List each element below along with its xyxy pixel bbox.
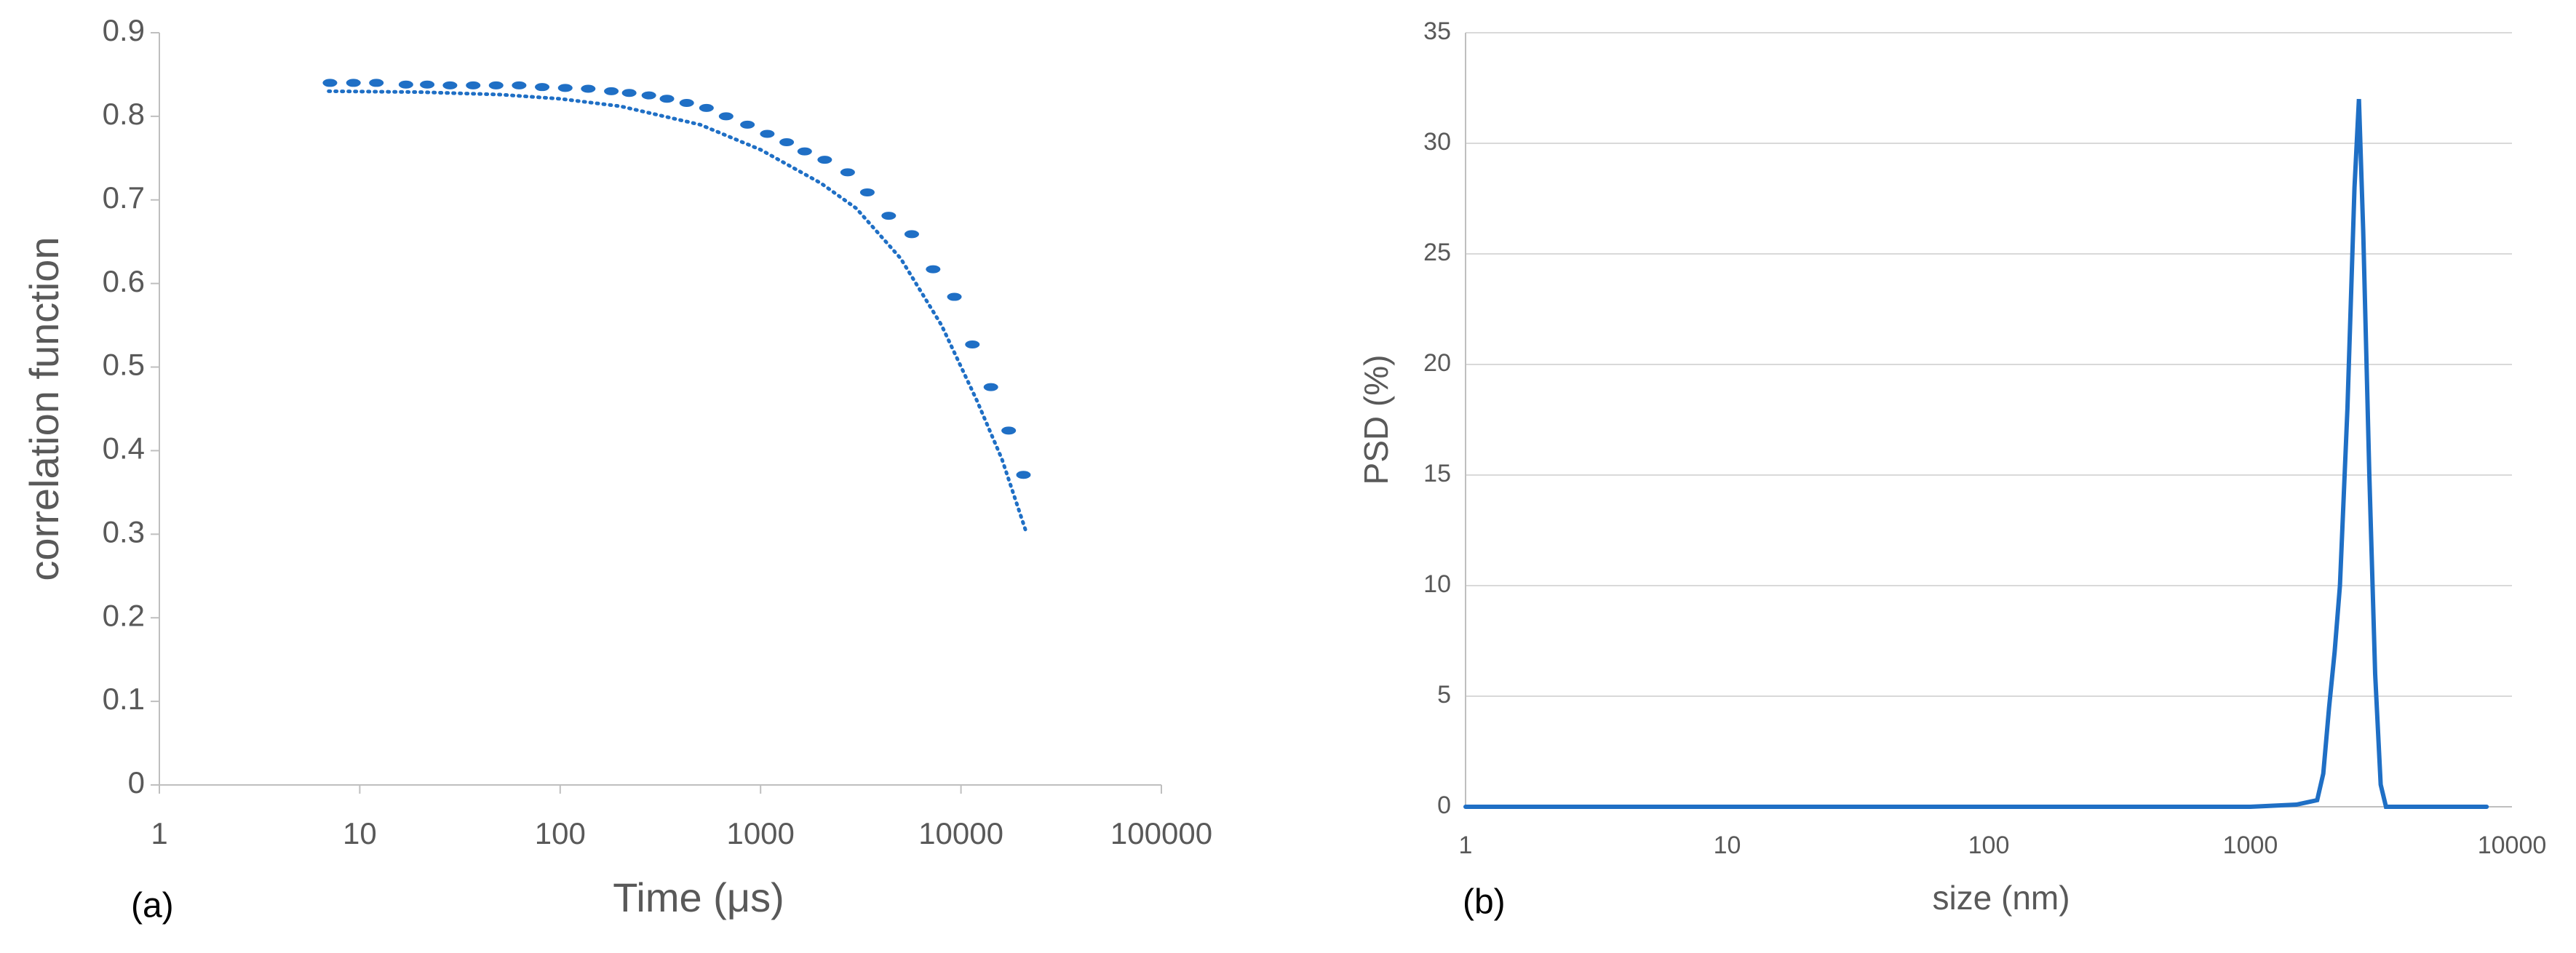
x-tick-label: 10000 [2478, 832, 2547, 859]
x-tick-label: 1 [1459, 832, 1473, 859]
data-point [512, 81, 527, 89]
data-point [779, 138, 795, 147]
data-point [904, 230, 919, 239]
data-point [398, 80, 413, 89]
data-point [859, 188, 875, 196]
data-point [621, 89, 637, 97]
data-point [346, 79, 361, 87]
x-tick-label: 10 [1714, 832, 1741, 859]
data-point [881, 212, 897, 220]
y-tick-label: 0.7 [103, 180, 145, 215]
data-point [488, 81, 504, 89]
data-point [983, 383, 998, 391]
data-point [641, 91, 656, 100]
x-axis-title: Time (μs) [613, 874, 784, 920]
data-point [740, 120, 755, 129]
data-point [322, 79, 338, 87]
data-point [659, 95, 675, 103]
y-tick-label: 0.2 [103, 598, 145, 632]
y-tick-label: 20 [1423, 349, 1451, 377]
y-axis-title: correlation function [21, 236, 67, 581]
y-tick-label: 0.3 [103, 514, 145, 549]
y-tick-label: 0.1 [103, 682, 145, 716]
y-tick-label: 15 [1423, 460, 1451, 487]
data-point [840, 168, 855, 177]
y-tick-label: 35 [1423, 17, 1451, 45]
data-point [466, 81, 481, 89]
data-point [420, 80, 435, 89]
data-point [926, 265, 941, 274]
x-tick-label: 1000 [726, 816, 794, 850]
data-point [797, 147, 812, 156]
y-tick-label: 0 [1437, 791, 1451, 819]
y-tick-label: 0 [128, 765, 145, 800]
data-point [817, 156, 832, 164]
data-point [947, 292, 962, 301]
y-axis-title: PSD (%) [1357, 355, 1395, 485]
x-tick-label: 100 [1968, 832, 2010, 859]
data-point [604, 87, 619, 95]
data-point [1001, 426, 1017, 435]
x-axis-title: size (nm) [1932, 879, 2070, 917]
data-point [535, 83, 550, 92]
data-point [581, 84, 596, 93]
y-tick-label: 0.6 [103, 264, 145, 298]
data-point [699, 103, 714, 112]
x-tick-label: 1000 [2223, 832, 2278, 859]
data-point [369, 79, 384, 87]
x-tick-label: 10000 [918, 816, 1003, 850]
data-point [1016, 471, 1031, 479]
data-point [557, 84, 573, 92]
data-point [442, 81, 458, 89]
y-tick-label: 10 [1423, 570, 1451, 598]
panel-label: (b) [1463, 883, 1506, 922]
data-line [327, 89, 1027, 533]
y-tick-label: 0.4 [103, 431, 145, 466]
x-tick-label: 1 [151, 816, 167, 850]
data-point [965, 340, 980, 349]
x-tick-label: 10 [343, 816, 377, 850]
data-point [718, 112, 734, 121]
data-point [760, 129, 775, 138]
y-tick-label: 25 [1423, 239, 1451, 266]
y-tick-label: 0.9 [103, 13, 145, 47]
x-tick-label: 100 [535, 816, 586, 850]
data-point [679, 99, 694, 108]
data-line [1463, 99, 2489, 809]
y-tick-label: 30 [1423, 128, 1451, 156]
x-tick-label: 100000 [1110, 816, 1212, 850]
y-tick-label: 5 [1437, 681, 1451, 709]
y-tick-label: 0.8 [103, 97, 145, 131]
y-tick-label: 0.5 [103, 348, 145, 382]
panel-label: (a) [131, 887, 174, 925]
